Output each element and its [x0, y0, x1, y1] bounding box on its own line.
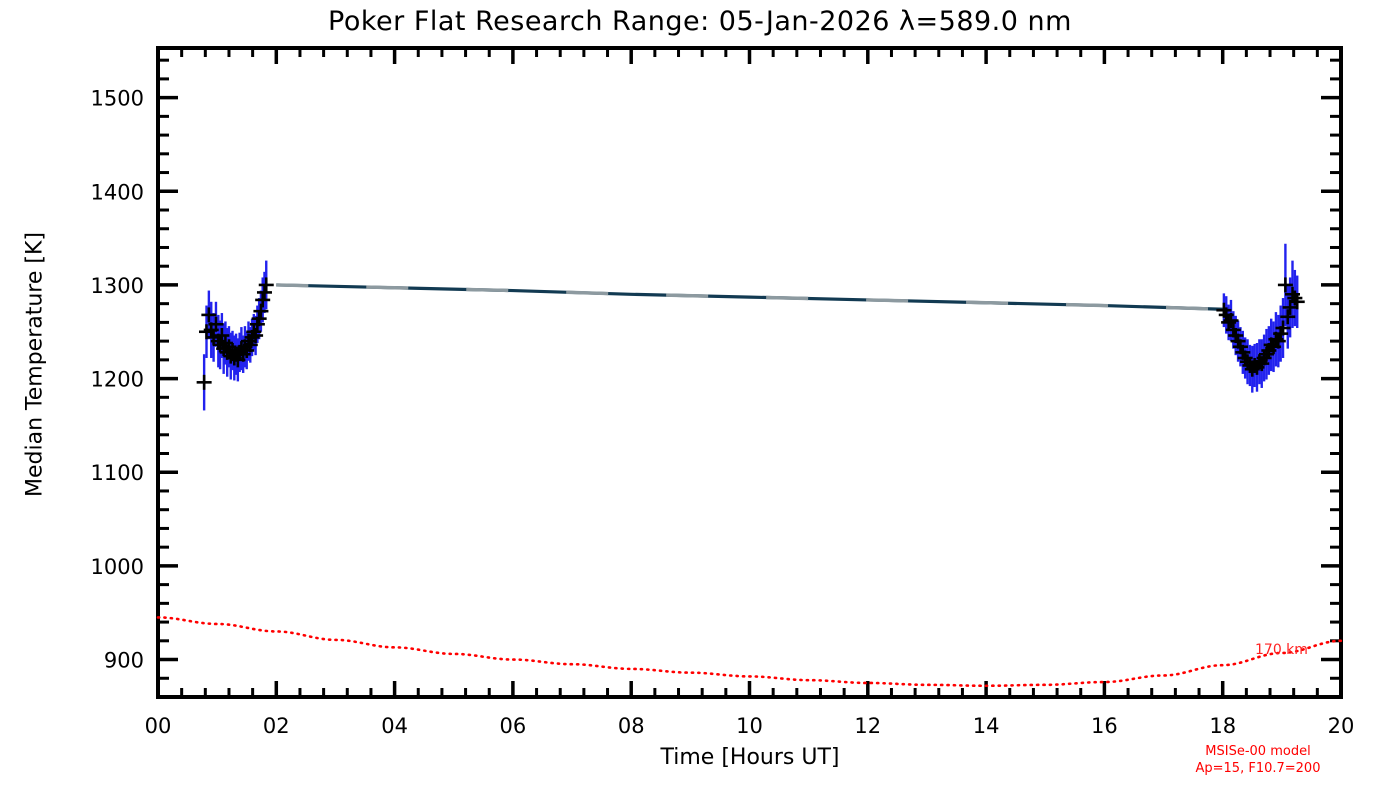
- errorbar-series: [202, 243, 1299, 411]
- data-point-markers: [196, 277, 1305, 390]
- x-axis-label: Time [Hours UT]: [660, 745, 840, 770]
- x-tick-label: 08: [618, 714, 645, 738]
- msis-dotted-curve: [156, 616, 1343, 688]
- model-line-base: [276, 283, 1223, 311]
- page-title: Poker Flat Research Range: 05-Jan-2026 λ…: [328, 6, 1072, 37]
- x-tick-label: 04: [381, 714, 408, 738]
- y-tick-label: 1400: [91, 180, 144, 204]
- y-tick-label: 1000: [91, 555, 144, 579]
- y-tick-label: 1100: [91, 461, 144, 485]
- x-tick-label: 18: [1209, 714, 1236, 738]
- x-tick-labels: 00 02 04 06 08 10 12 14 16 18 20: [145, 714, 1355, 738]
- y-tick-label: 1300: [91, 274, 144, 298]
- axis-frame: [156, 46, 1343, 699]
- x-tick-label: 02: [263, 714, 290, 738]
- model-name-annotation: MSISe-00 model: [1205, 744, 1310, 759]
- x-tick-label: 16: [1091, 714, 1118, 738]
- model-fit-line: [276, 283, 1223, 311]
- annotations-layer: 170 km MSISe-00 model Ap=15, F10.7=200: [1196, 642, 1321, 776]
- y-tick-label: 900: [104, 649, 144, 673]
- msis-model-curve: [156, 616, 1343, 688]
- x-tick-label: 20: [1328, 714, 1355, 738]
- altitude-annotation: 170 km: [1255, 642, 1308, 658]
- y-tick-label: 1500: [91, 87, 144, 111]
- x-tick-label: 10: [736, 714, 763, 738]
- x-axis-ticks: [156, 48, 1343, 697]
- x-tick-label: 06: [500, 714, 527, 738]
- x-tick-label: 12: [854, 714, 881, 738]
- x-tick-label: 14: [973, 714, 1000, 738]
- y-tick-label: 1200: [91, 368, 144, 392]
- y-tick-labels: 900 1000 1100 1200 1300 1400 1500: [91, 87, 144, 673]
- y-axis-ticks: [158, 58, 1341, 699]
- x-tick-label: 00: [145, 714, 172, 738]
- model-params-annotation: Ap=15, F10.7=200: [1196, 761, 1321, 776]
- plot-frame: [156, 46, 1343, 699]
